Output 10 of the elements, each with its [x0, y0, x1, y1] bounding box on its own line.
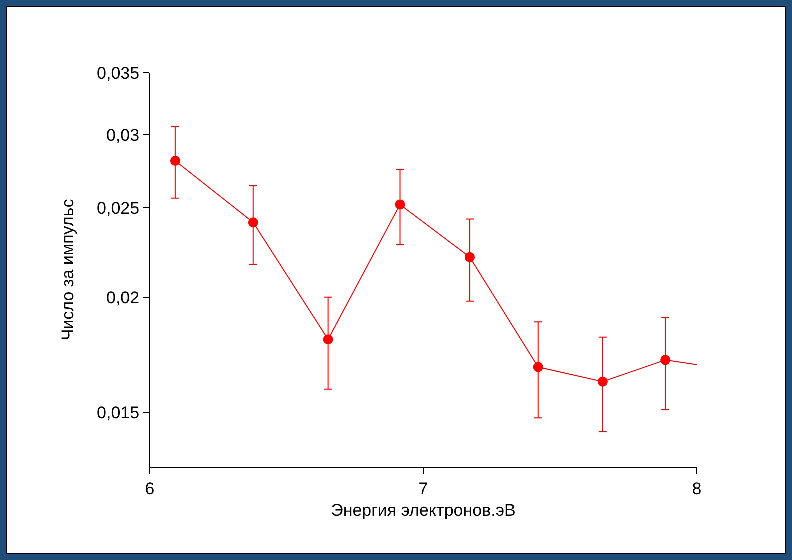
y-tick-label: 0,035	[97, 64, 140, 83]
x-tick-label: 7	[418, 479, 428, 498]
y-tick-label: 0,03	[106, 126, 140, 145]
y-tick-label: 0,015	[97, 404, 140, 423]
y-axis-title: Число за импульс	[58, 198, 78, 341]
x-tick-label: 6	[145, 479, 155, 498]
y-tick-label: 0,025	[97, 198, 140, 218]
x-tick-label: 8	[692, 479, 702, 498]
x-axis-title: Энергия электронов.эВ	[331, 500, 516, 520]
y-tick-label: 0,02	[106, 288, 140, 308]
